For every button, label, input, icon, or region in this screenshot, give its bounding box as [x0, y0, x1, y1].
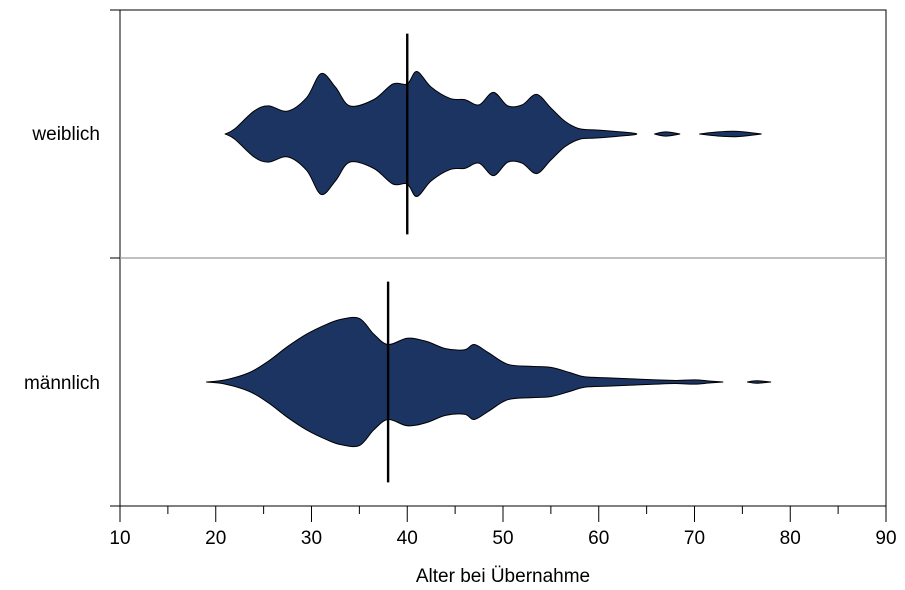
x-axis: 10 20 30 40 50 60 70 80 90: [109, 505, 897, 549]
violin-männlich: [206, 281, 772, 483]
violin-segment-weiblich-1: [654, 131, 681, 137]
x-tick-label-10: 10: [109, 528, 130, 549]
x-tick-label-40: 40: [397, 528, 418, 549]
violin-segment-männlich-1: [747, 380, 772, 384]
violin-segment-männlich-0: [206, 316, 724, 448]
x-tick-label-60: 60: [588, 528, 609, 549]
violin-weiblich: [224, 33, 762, 235]
violins: [206, 33, 772, 483]
x-tick-label-70: 70: [684, 528, 705, 549]
violin-segment-weiblich-2: [699, 130, 762, 138]
plot-frame: [110, 9, 887, 507]
category-label-maennlich: männlich: [24, 373, 100, 394]
x-tick-label-30: 30: [301, 528, 322, 549]
violin-segment-weiblich-0: [224, 71, 638, 197]
x-axis-title: Alter bei Übernahme: [416, 566, 590, 587]
x-tick-label-50: 50: [492, 528, 513, 549]
x-tick-label-90: 90: [875, 528, 896, 549]
x-tick-label-80: 80: [780, 528, 801, 549]
x-tick-label-20: 20: [205, 528, 226, 549]
category-label-weiblich: weiblich: [31, 124, 100, 145]
